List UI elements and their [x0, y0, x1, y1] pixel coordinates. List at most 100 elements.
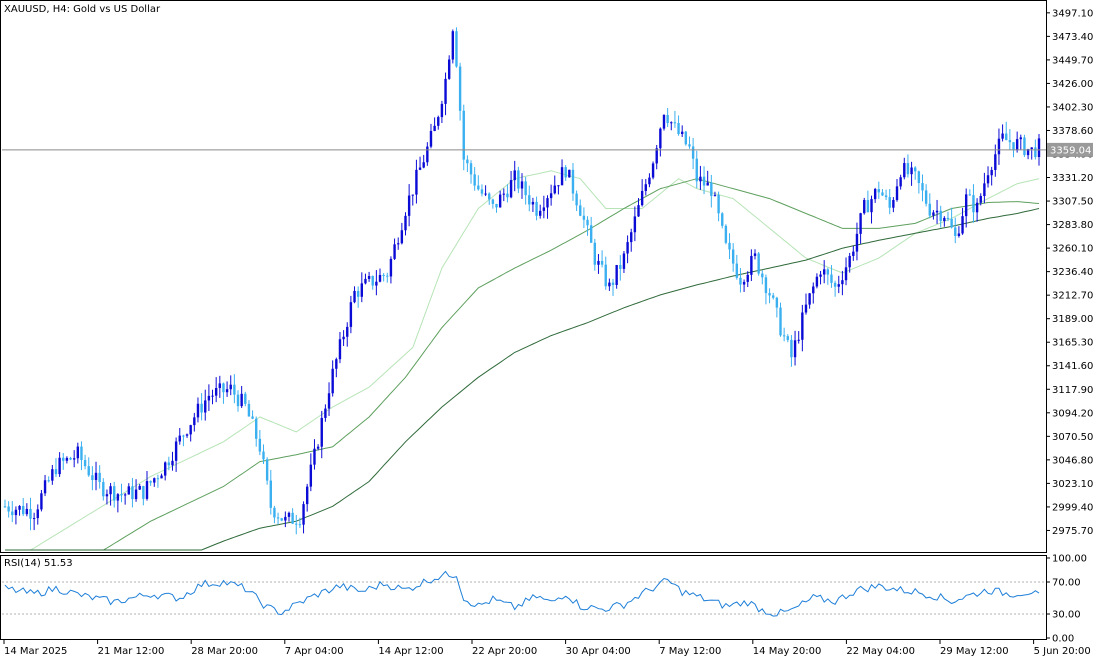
candle: [637, 198, 640, 217]
candle: [138, 484, 141, 491]
candle: [120, 483, 123, 503]
candle: [932, 210, 935, 220]
candle: [924, 184, 928, 207]
candle: [549, 184, 553, 206]
candle: [386, 272, 389, 283]
candle: [495, 203, 498, 213]
ma-50-line: [5, 178, 1040, 551]
candle: [415, 159, 418, 204]
candle: [801, 304, 804, 352]
candle: [196, 397, 200, 423]
candle: [597, 254, 600, 274]
candle: [742, 279, 746, 292]
candle: [265, 457, 269, 485]
candle: [928, 193, 931, 219]
candle: [397, 237, 400, 250]
candle: [276, 512, 280, 525]
candle: [87, 457, 90, 477]
candle: [961, 207, 964, 235]
candlesticks: [2, 27, 1046, 535]
candle: [997, 128, 1001, 165]
candle: [429, 123, 433, 149]
candle: [753, 249, 757, 260]
time-tick-label: 28 Mar 20:00: [191, 646, 258, 657]
candle: [699, 165, 702, 190]
time-tick-label: 7 Apr 04:00: [285, 646, 344, 657]
candle: [728, 233, 731, 260]
current-price-label: 3359.04: [1050, 145, 1091, 156]
candle: [750, 249, 753, 281]
candle: [786, 334, 789, 343]
candle: [841, 270, 844, 296]
candle: [655, 144, 658, 170]
candle: [972, 184, 975, 223]
candle: [331, 360, 334, 397]
candle: [822, 260, 826, 284]
candle: [713, 191, 717, 197]
candle: [706, 170, 709, 186]
candle: [513, 160, 516, 192]
rsi-tick-label: 100.00: [1052, 554, 1087, 565]
candle: [163, 461, 167, 481]
candle: [171, 451, 174, 471]
price-tick-label: 3212.70: [1052, 291, 1093, 302]
candle: [790, 335, 793, 367]
candle: [579, 199, 582, 217]
candle: [422, 154, 425, 169]
candle: [247, 400, 251, 417]
candle: [1015, 131, 1019, 153]
candle: [557, 185, 560, 195]
candle: [793, 330, 797, 366]
candle: [335, 357, 338, 378]
candle: [407, 184, 411, 227]
candle: [553, 175, 556, 195]
candle: [469, 160, 473, 184]
candle: [284, 511, 287, 528]
candle: [764, 274, 768, 305]
candle: [691, 137, 695, 170]
candle: [58, 452, 61, 477]
candle: [182, 434, 185, 447]
candle: [309, 453, 313, 492]
time-tick-label: 14 Apr 12:00: [378, 646, 443, 657]
candle: [167, 456, 171, 471]
candle: [349, 295, 353, 334]
price-tick-label: 3426.00: [1052, 79, 1093, 90]
candle: [684, 130, 688, 146]
candle: [80, 441, 83, 471]
candle: [367, 271, 371, 282]
candle: [662, 114, 666, 131]
rsi-tick-label: 0.00: [1052, 634, 1074, 645]
candle: [462, 104, 465, 171]
candle: [371, 275, 374, 290]
candle: [881, 189, 884, 197]
candle: [65, 456, 69, 464]
rsi-title: RSI(14) 51.53: [4, 558, 73, 569]
candle: [837, 275, 840, 294]
price-tick-label: 3497.10: [1052, 8, 1093, 19]
candle: [109, 483, 112, 506]
candle: [225, 381, 229, 397]
candle: [488, 192, 491, 205]
candle: [968, 189, 972, 196]
candle: [447, 55, 451, 80]
candle: [833, 280, 837, 297]
candle: [433, 117, 436, 132]
candle: [812, 282, 815, 304]
candle: [673, 110, 677, 128]
candle: [295, 514, 298, 535]
candle: [25, 503, 29, 517]
candle: [731, 243, 735, 272]
candle: [582, 207, 586, 229]
candle: [670, 121, 673, 131]
candle: [906, 154, 910, 178]
candle: [51, 464, 54, 485]
price-tick-label: 3023.10: [1052, 479, 1093, 490]
candle: [954, 217, 957, 244]
candle: [710, 174, 713, 208]
candle: [204, 389, 207, 421]
candle: [236, 390, 240, 412]
candle: [214, 377, 218, 403]
candle: [43, 474, 47, 497]
price-tick-label: 3378.60: [1052, 126, 1093, 137]
